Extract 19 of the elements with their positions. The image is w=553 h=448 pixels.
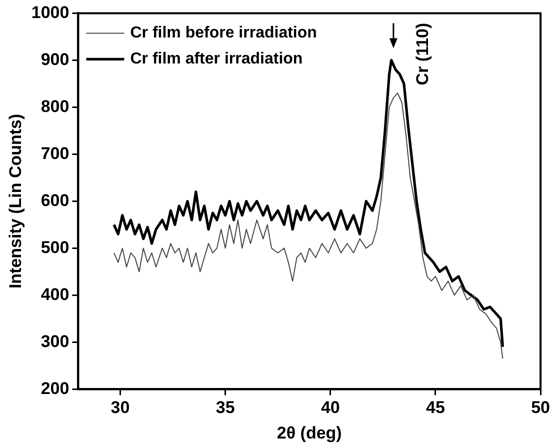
annotation: Cr (110) [413, 22, 432, 86]
y-tick-label: 800 [40, 96, 70, 116]
y-tick-label: 700 [40, 144, 70, 163]
y-tick-label: 1000 [31, 2, 70, 22]
legend-label: Cr film before irradiation [130, 24, 317, 42]
y-tick-label: 200 [40, 378, 70, 398]
y-tick-label: 500 [40, 238, 70, 257]
y-tick-label: 600 [40, 190, 70, 210]
y-tick-label: 400 [40, 284, 70, 304]
y-tick-label: 300 [40, 332, 70, 351]
x-axis-title: 2θ (deg) [276, 423, 342, 442]
y-tick-label: 900 [40, 50, 70, 69]
x-tick-label: 40 [320, 398, 340, 418]
y-axis-title: Intensity (Lin Counts) [6, 114, 25, 289]
x-tick-label: 50 [531, 398, 550, 418]
x-tick-label: 30 [110, 398, 130, 418]
x-tick-label: 35 [216, 398, 235, 418]
x-tick-label: 45 [426, 398, 445, 418]
legend-label: Cr film after irradiation [130, 50, 303, 68]
